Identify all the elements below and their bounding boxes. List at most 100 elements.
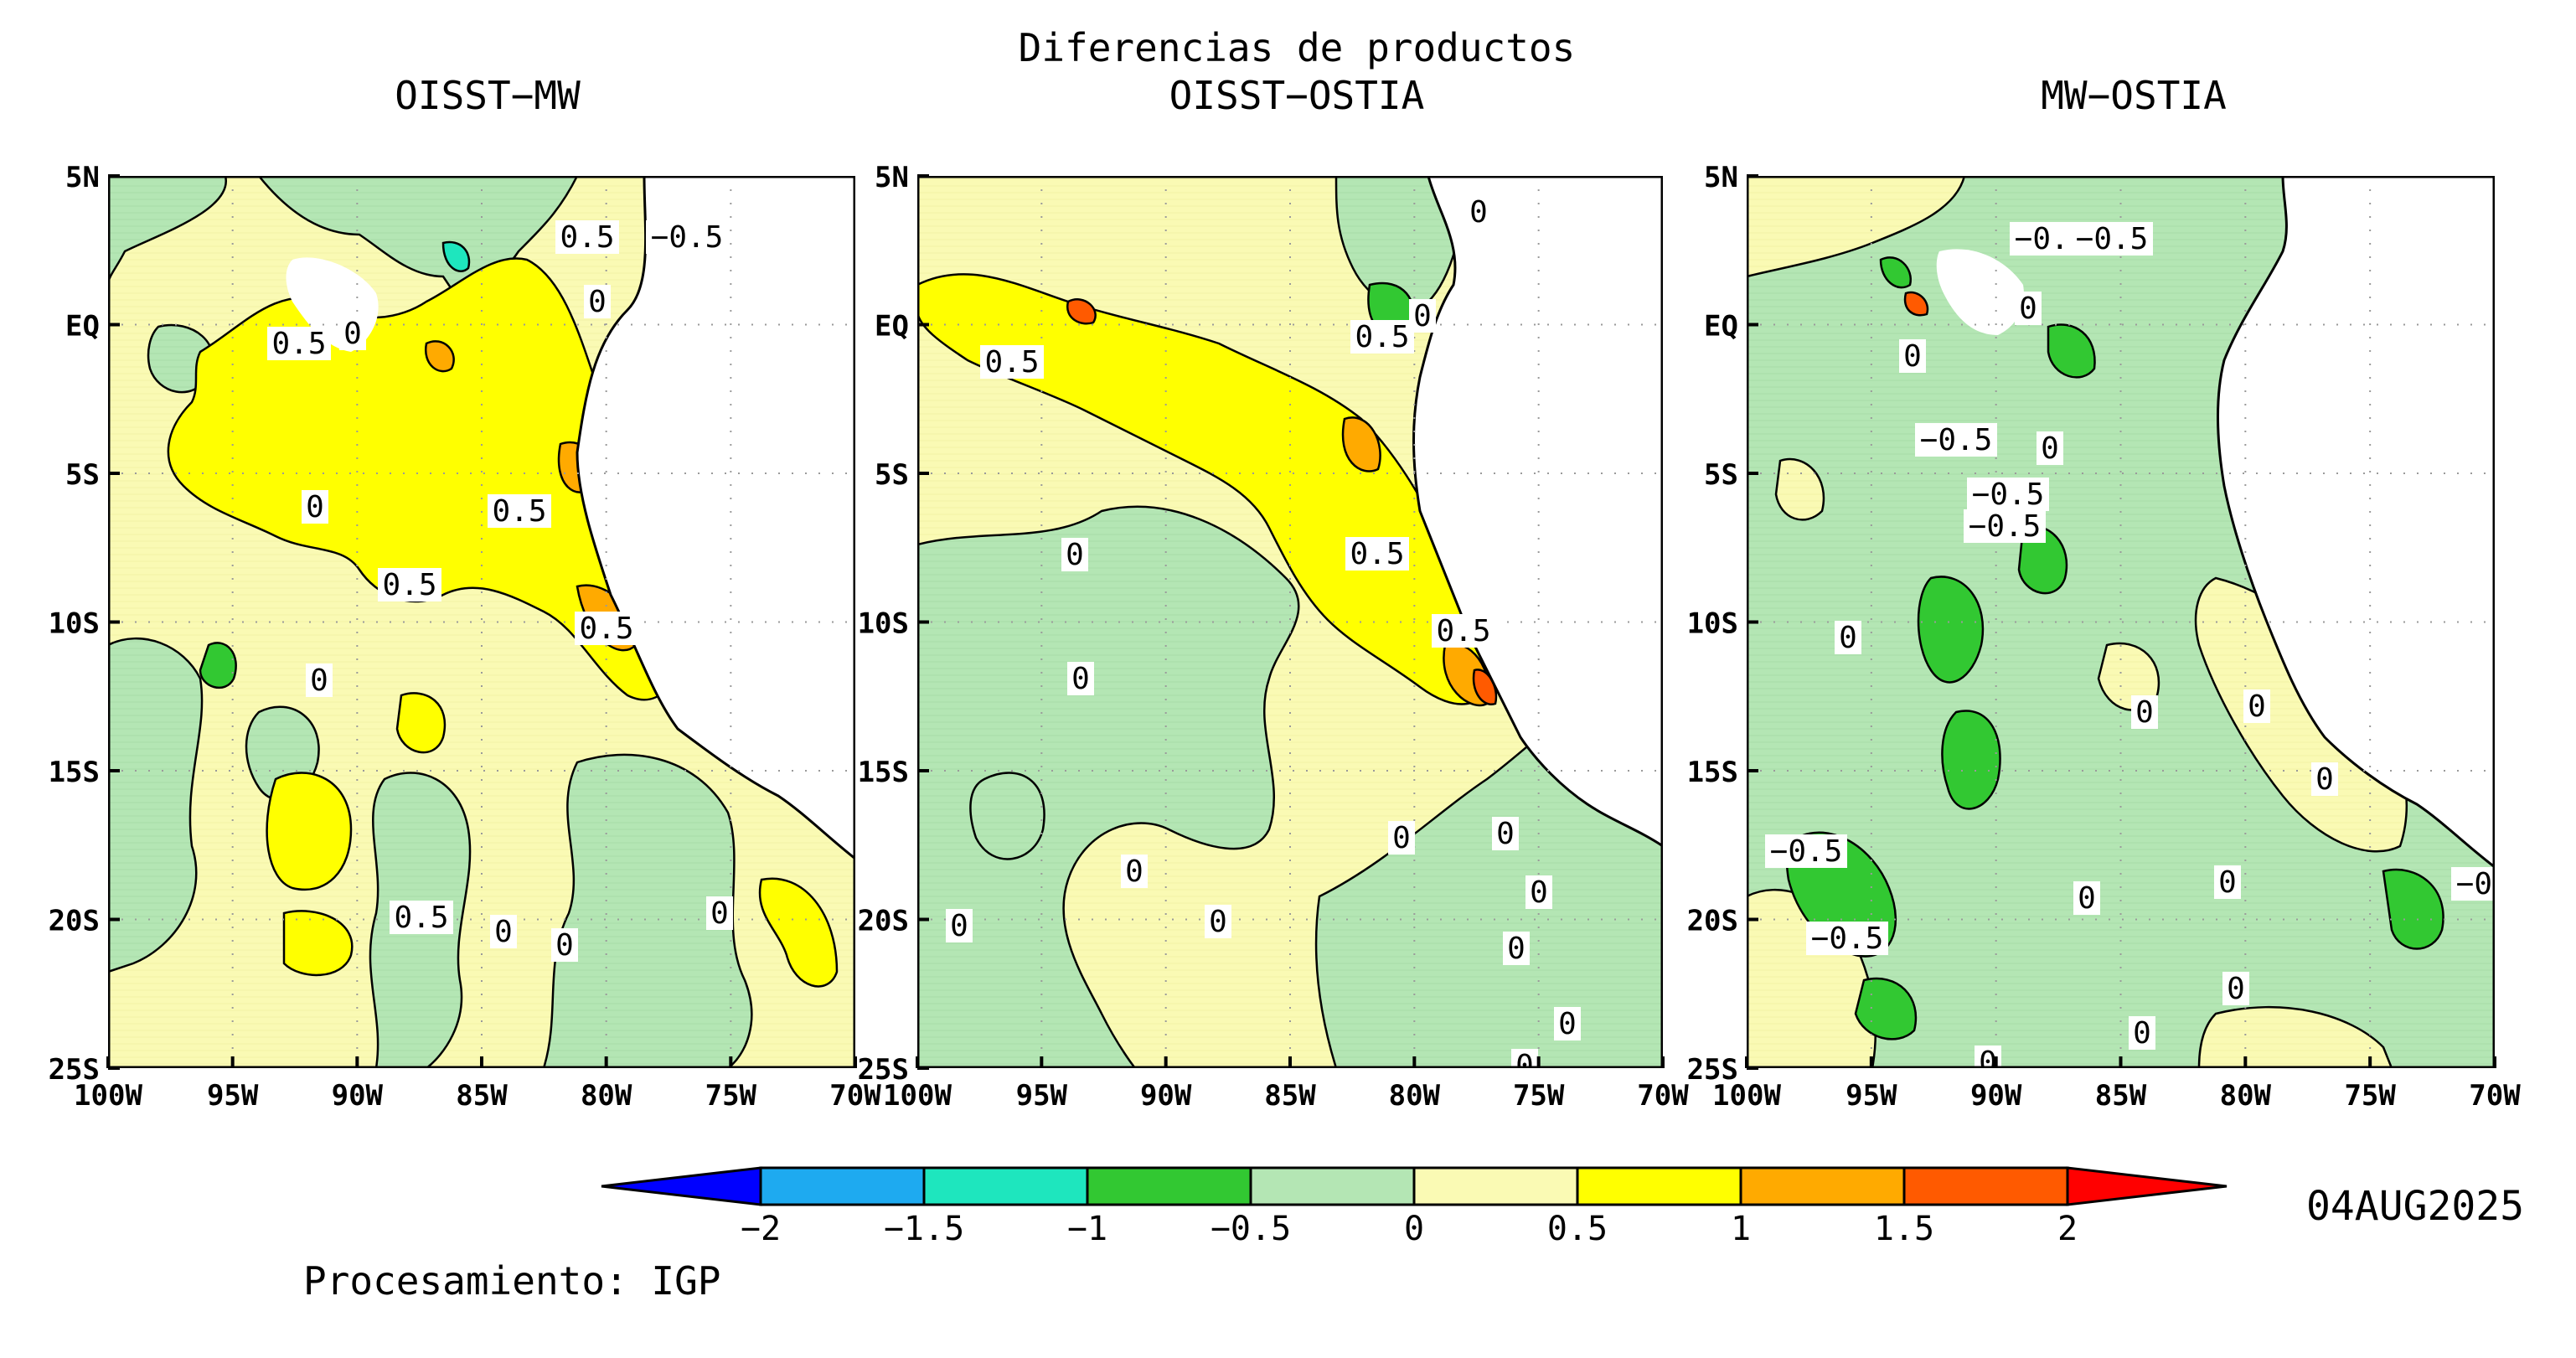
contour-label: 0.5 bbox=[980, 345, 1044, 380]
colorbar-swatch bbox=[922, 1166, 1089, 1206]
contour-label: 0 bbox=[1465, 195, 1492, 230]
svg-text:−0.5: −0.5 bbox=[2076, 222, 2149, 256]
anomaly-region bbox=[282, 910, 354, 977]
svg-text:0: 0 bbox=[1903, 339, 1922, 374]
svg-text:0: 0 bbox=[1066, 538, 1084, 572]
svg-text:0: 0 bbox=[1515, 1049, 1534, 1083]
svg-text:0.5: 0.5 bbox=[271, 327, 326, 361]
panel-title: OISST−MW bbox=[395, 73, 581, 118]
colorbar-swatch bbox=[1249, 1166, 1416, 1206]
missing-data bbox=[1936, 249, 2024, 335]
svg-text:0: 0 bbox=[494, 915, 513, 949]
anomaly-region bbox=[1774, 457, 1825, 521]
lat-tick-label: 25S bbox=[49, 1053, 100, 1087]
lat-tick-label: EQ bbox=[875, 310, 909, 343]
colorbar: −2 −1.5 −1 −0.5 0 0.5 1 1.5 2 bbox=[601, 1166, 2228, 1248]
colorbar-swatch bbox=[1412, 1166, 1579, 1206]
colorbar-swatch bbox=[1086, 1166, 1252, 1206]
svg-text:0.5: 0.5 bbox=[394, 901, 448, 935]
contour-label: 0 bbox=[2129, 1016, 2155, 1051]
svg-text:−0.5: −0.5 bbox=[1969, 509, 2042, 544]
credit-text: Procesamiento: IGP bbox=[303, 1258, 721, 1304]
contour-label: 0 bbox=[706, 896, 733, 931]
contour-label: 0.5 bbox=[378, 568, 441, 602]
contour-label: 0.5 bbox=[1350, 320, 1414, 354]
colorbar-tick-label: 2 bbox=[2057, 1210, 2078, 1248]
lon-tick-label: 80W bbox=[581, 1079, 632, 1113]
svg-text:0: 0 bbox=[2019, 292, 2037, 326]
lon-tick-label: 75W bbox=[1513, 1079, 1565, 1113]
lat-tick-label: 10S bbox=[858, 607, 909, 641]
land bbox=[2217, 176, 2495, 869]
lon-tick-label: 70W bbox=[1637, 1079, 1689, 1113]
contour-label: −0.5 bbox=[1915, 423, 1997, 457]
date-label: 04AUG2025 bbox=[2306, 1183, 2524, 1230]
contour-label: 0 bbox=[2243, 689, 2270, 724]
anomaly-region bbox=[2047, 323, 2096, 379]
lat-tick-label: 10S bbox=[1687, 607, 1738, 641]
contour-label: 0 bbox=[2073, 881, 2100, 916]
lon-tick-label: 90W bbox=[1970, 1079, 2022, 1113]
svg-text:−0.5: −0.5 bbox=[1972, 478, 2045, 512]
anomaly-region bbox=[395, 692, 447, 754]
lat-tick-label: 15S bbox=[1687, 756, 1738, 789]
contour-label: 0.5 bbox=[390, 901, 453, 935]
contour-label: −0.5 bbox=[1967, 478, 2049, 512]
svg-text:0: 0 bbox=[2227, 972, 2245, 1006]
lat-tick-label: 20S bbox=[858, 905, 909, 938]
lat-tick-label: 5S bbox=[875, 458, 909, 492]
svg-text:0: 0 bbox=[2218, 865, 2237, 900]
lat-tick-label: EQ bbox=[65, 310, 100, 343]
contour-label: 0 bbox=[2214, 865, 2241, 900]
anomaly-region bbox=[917, 505, 1300, 1068]
svg-text:0: 0 bbox=[306, 490, 324, 524]
land bbox=[576, 176, 855, 860]
svg-text:0.5: 0.5 bbox=[492, 494, 546, 529]
colorbar-tick-label: 1.5 bbox=[1874, 1210, 1934, 1248]
lon-tick-label: 70W bbox=[829, 1079, 881, 1113]
svg-text:0: 0 bbox=[1392, 821, 1411, 855]
contour-label: −0.5 bbox=[646, 220, 728, 255]
contour-label: −0.5 bbox=[1765, 834, 1847, 869]
svg-text:0: 0 bbox=[310, 664, 328, 698]
gridlines bbox=[1747, 176, 2495, 1068]
colorbar-swatch bbox=[1739, 1166, 1906, 1206]
svg-text:0: 0 bbox=[1209, 905, 1227, 939]
svg-text:0: 0 bbox=[588, 285, 607, 319]
contour-label: 0 bbox=[2222, 972, 2249, 1006]
colorbar-tick-label: −2 bbox=[741, 1210, 781, 1248]
svg-text:−0.5: −0.5 bbox=[1811, 922, 1884, 956]
contour-label: 0 bbox=[1511, 1049, 1538, 1083]
anomaly-region bbox=[1879, 256, 1913, 289]
svg-text:0: 0 bbox=[2315, 762, 2334, 797]
svg-text:−0.5: −0.5 bbox=[2456, 867, 2529, 901]
colorbar-swatch bbox=[759, 1166, 926, 1206]
svg-text:0: 0 bbox=[2248, 689, 2266, 724]
panel-title: OISST−OSTIA bbox=[1169, 73, 1425, 118]
contour-label: 0 bbox=[2131, 695, 2158, 730]
contour-label: 0 bbox=[1067, 662, 1094, 696]
svg-text:0: 0 bbox=[1979, 1046, 1997, 1080]
lon-tick-label: 100W bbox=[1712, 1079, 1781, 1113]
lat-tick-label: 10S bbox=[49, 607, 100, 641]
colorbar-tick-label: 0.5 bbox=[1547, 1210, 1608, 1248]
figure-title: Diferencias de productos bbox=[1019, 25, 1576, 70]
svg-text:0.5: 0.5 bbox=[984, 345, 1039, 380]
lat-tick-label: 25S bbox=[858, 1053, 909, 1087]
lon-tick-label: 85W bbox=[456, 1079, 508, 1113]
anomaly-region bbox=[542, 753, 753, 1068]
lon-tick-label: 85W bbox=[2095, 1079, 2147, 1113]
svg-text:0: 0 bbox=[2078, 881, 2096, 916]
contour-label: 0 bbox=[1899, 339, 1926, 374]
anomaly-region bbox=[1747, 176, 1966, 278]
panel-oisst-mw: OISST−MW 0.5 −0 bbox=[108, 73, 855, 1068]
svg-text:0.5: 0.5 bbox=[579, 612, 633, 646]
lon-tick-label: 100W bbox=[74, 1079, 142, 1113]
lon-tick-label: 80W bbox=[1389, 1079, 1441, 1113]
colorbar-tick-label: −1.5 bbox=[884, 1210, 964, 1248]
contour-label: 0 bbox=[584, 285, 611, 319]
colorbar-tick-label: −0.5 bbox=[1211, 1210, 1291, 1248]
